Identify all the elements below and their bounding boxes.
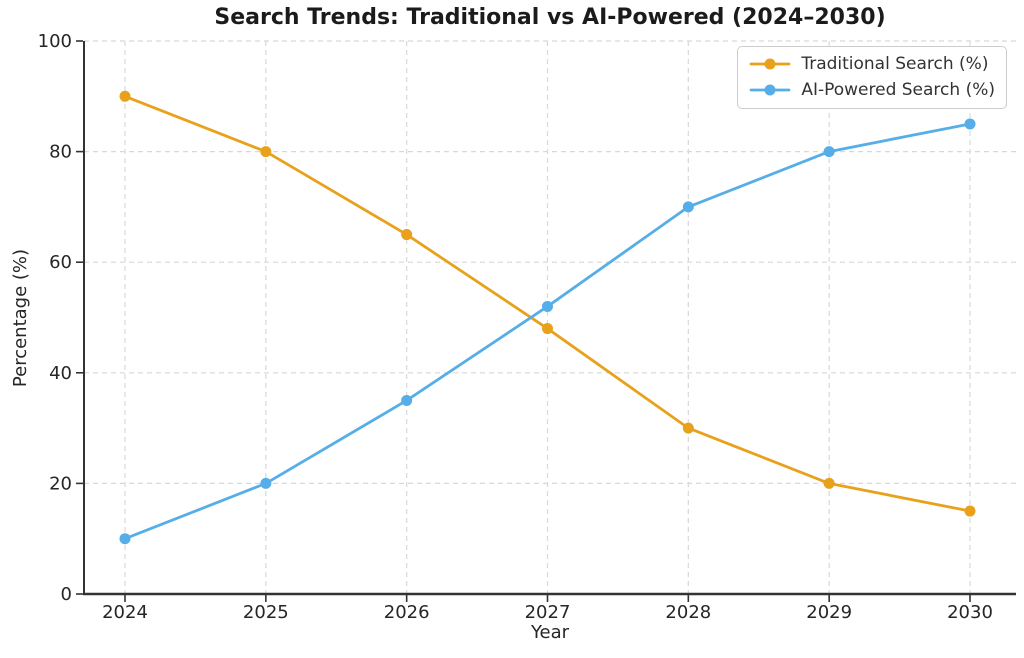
legend-item-1: AI-Powered Search (%)	[749, 78, 995, 102]
legend-item-0: Traditional Search (%)	[749, 52, 995, 76]
legend-label: AI-Powered Search (%)	[801, 80, 995, 100]
data-point-marker	[682, 422, 694, 434]
data-point-marker	[823, 146, 835, 158]
legend-swatch-icon	[749, 84, 791, 96]
y-tick-label: 80	[49, 142, 72, 163]
y-tick-label: 0	[61, 584, 72, 605]
data-point-marker	[964, 118, 976, 130]
y-axis-label: Percentage (%)	[10, 248, 31, 388]
data-point-marker	[401, 229, 413, 241]
data-point-marker	[401, 394, 413, 406]
y-tick-label: 100	[38, 31, 72, 52]
data-point-marker	[542, 323, 553, 335]
legend: Traditional Search (%) AI-Powered Search …	[737, 46, 1007, 109]
x-tick-label: 2028	[665, 602, 711, 623]
data-point-marker	[964, 505, 976, 517]
y-tick-label: 60	[49, 252, 72, 273]
data-point-marker	[542, 300, 553, 312]
x-tick-label: 2027	[525, 602, 571, 623]
x-tick-label: 2026	[384, 602, 430, 623]
legend-swatch-icon	[749, 58, 791, 70]
x-tick-label: 2024	[102, 602, 148, 623]
data-point-marker	[119, 533, 131, 545]
y-tick-label: 40	[49, 363, 72, 384]
x-tick-label: 2025	[243, 602, 289, 623]
data-point-marker	[823, 477, 835, 489]
data-point-marker	[260, 146, 272, 158]
data-point-marker	[682, 201, 694, 213]
data-point-marker	[260, 477, 272, 489]
x-tick-label: 2030	[947, 602, 993, 623]
legend-label: Traditional Search (%)	[801, 54, 989, 74]
chart-title: Search Trends: Traditional vs AI-Powered…	[214, 5, 886, 30]
data-point-marker	[119, 90, 131, 102]
x-tick-label: 2029	[806, 602, 852, 623]
y-tick-label: 20	[49, 473, 72, 494]
x-axis-label: Year	[530, 622, 570, 643]
